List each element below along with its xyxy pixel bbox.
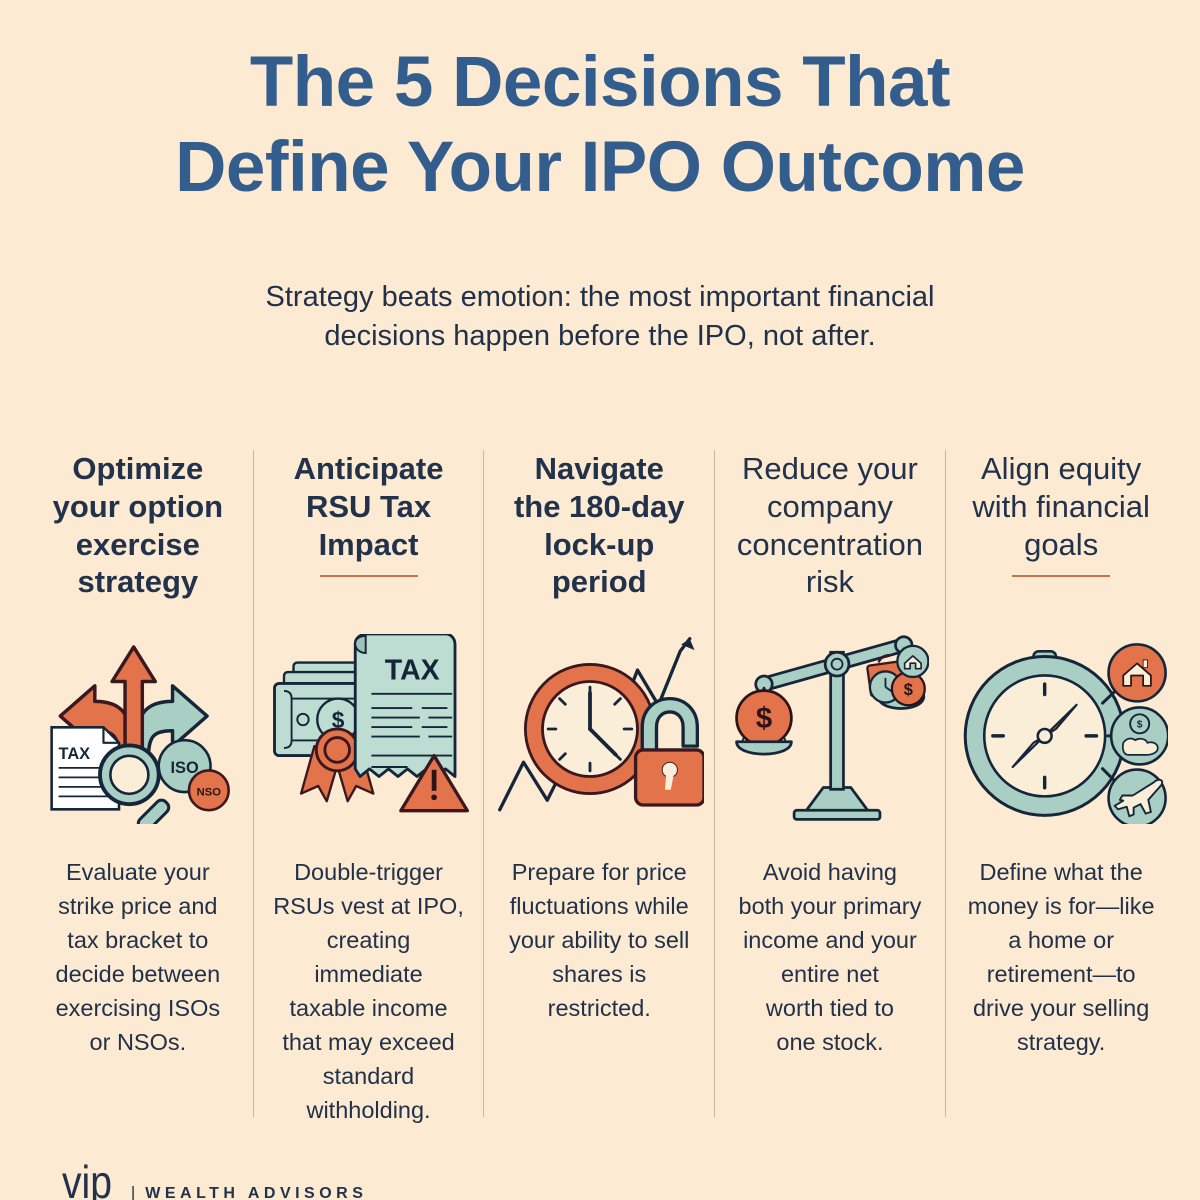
svg-text:TAX: TAX (384, 655, 439, 687)
svg-text:ISO: ISO (171, 759, 199, 777)
svg-text:$: $ (756, 703, 772, 735)
svg-text:NSO: NSO (197, 787, 222, 799)
svg-text:TAX: TAX (59, 745, 91, 763)
svg-text:$: $ (1137, 719, 1143, 730)
svg-text:$: $ (904, 681, 913, 699)
